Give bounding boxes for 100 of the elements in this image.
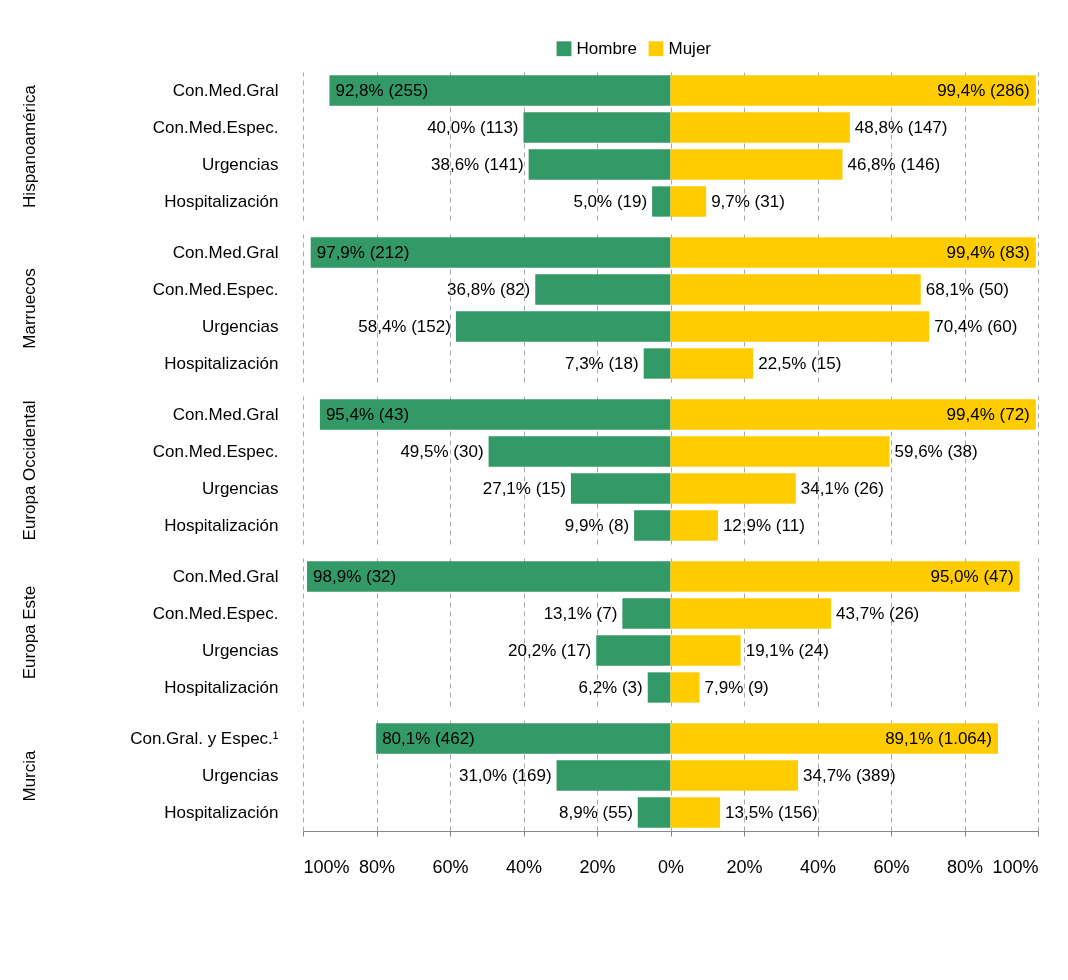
- bar: [670, 348, 754, 379]
- data-label: 38,6% (141): [431, 154, 524, 174]
- y-tick-label: Con.Med.Gral: [172, 80, 279, 100]
- data-label: 22,5% (15): [758, 353, 842, 373]
- bar: [670, 149, 843, 180]
- x-tick-label: 100%: [303, 856, 350, 877]
- bar: [670, 723, 998, 754]
- data-label: 36,8% (82): [447, 279, 531, 299]
- x-tick-label: 80%: [946, 856, 984, 877]
- data-label: 19,1% (24): [745, 640, 829, 660]
- bar: [670, 561, 1020, 592]
- y-tick-label: Urgencias: [201, 154, 279, 174]
- data-label: 70,4% (60): [934, 316, 1018, 336]
- data-label: 13,1% (7): [543, 603, 618, 623]
- data-label: 59,6% (38): [894, 441, 978, 461]
- bar: [329, 75, 671, 106]
- data-label: 27,1% (15): [482, 478, 566, 498]
- bar: [376, 723, 671, 754]
- y-tick-label: Urgencias: [201, 640, 279, 660]
- y-tick-label: Con.Med.Espec.: [152, 441, 279, 461]
- bar: [670, 75, 1036, 106]
- data-label: 9,7% (31): [711, 191, 785, 211]
- y-axis-title: Hispanoamérica: [19, 84, 39, 208]
- data-label: 5,0% (19): [573, 191, 648, 211]
- y-tick-label: Con.Med.Gral: [172, 242, 279, 262]
- data-label: 40,0% (113): [427, 117, 519, 137]
- x-tick-label: 0%: [657, 856, 685, 877]
- data-label: 58,4% (152): [358, 316, 451, 336]
- y-tick-label: Hospitalización: [164, 353, 279, 373]
- bar: [523, 112, 671, 143]
- bar: [643, 348, 671, 379]
- data-label: 12,9% (11): [722, 515, 805, 535]
- bar: [535, 274, 671, 305]
- y-tick-label: Hospitalización: [164, 802, 279, 822]
- data-label: 95,4% (43): [325, 404, 410, 424]
- y-tick-label: Urgencias: [201, 316, 279, 336]
- data-label: 95,0% (47): [930, 566, 1014, 586]
- data-label: 43,7% (26): [836, 603, 920, 623]
- y-axis-title: Europa Occidental: [19, 400, 39, 541]
- bar: [670, 186, 707, 217]
- data-label: 48,8% (147): [854, 117, 948, 137]
- bar: [670, 473, 796, 504]
- data-label: 8,9% (55): [559, 802, 633, 822]
- data-label: 7,9% (9): [704, 677, 769, 697]
- bar: [634, 510, 671, 541]
- data-label: 80,1% (462): [382, 728, 475, 748]
- bar: [670, 797, 721, 828]
- y-axis-title: Europa Este: [19, 585, 39, 680]
- x-tick-label: 60%: [873, 856, 910, 877]
- bar: [670, 510, 718, 541]
- data-label: 6,2% (3): [578, 677, 643, 697]
- data-label: 9,9% (8): [564, 515, 630, 535]
- bar: [670, 635, 741, 666]
- data-label: 31,0% (169): [458, 765, 552, 785]
- legend-label: Hombre: [576, 38, 637, 58]
- data-label: 99,4% (83): [946, 242, 1030, 262]
- bar: [670, 760, 799, 791]
- x-tick-label: 100%: [992, 856, 1039, 877]
- data-label: 97,9% (212): [316, 242, 410, 262]
- y-axis-title: Marruecos: [19, 268, 39, 349]
- y-tick-label: Hospitalización: [164, 515, 279, 535]
- x-tick-label: 20%: [726, 856, 763, 877]
- y-tick-label: Con.Med.Gral: [172, 404, 279, 424]
- bar: [670, 311, 930, 342]
- x-tick-label: 80%: [358, 856, 396, 877]
- x-tick-label: 40%: [799, 856, 837, 877]
- y-tick-label: Con.Gral. y Espec.¹: [130, 728, 279, 748]
- y-axis-title: Murcia: [19, 749, 39, 802]
- data-label: 34,7% (389): [803, 765, 896, 785]
- bar: [488, 436, 671, 467]
- data-label: 98,9% (32): [313, 566, 397, 586]
- data-label: 34,1% (26): [800, 478, 884, 498]
- data-label: 7,3% (18): [564, 353, 639, 373]
- y-tick-label: Hospitalización: [164, 191, 279, 211]
- bar: [647, 672, 671, 703]
- bar: [307, 561, 671, 592]
- y-tick-label: Urgencias: [201, 765, 279, 785]
- legend-label: Mujer: [668, 38, 712, 58]
- y-tick-label: Hospitalización: [164, 677, 279, 697]
- data-label: 68,1% (50): [925, 279, 1009, 299]
- bar: [596, 635, 671, 666]
- data-label: 20,2% (17): [508, 640, 592, 660]
- data-label: 89,1% (1.064): [885, 728, 992, 748]
- bar: [310, 237, 671, 268]
- bar: [528, 149, 671, 180]
- bar: [670, 237, 1036, 268]
- bar: [455, 311, 671, 342]
- y-tick-label: Con.Med.Espec.: [152, 279, 279, 299]
- y-tick-label: Con.Med.Gral: [172, 566, 279, 586]
- x-tick-label: 60%: [432, 856, 469, 877]
- bar: [670, 672, 700, 703]
- x-tick-label: 40%: [505, 856, 543, 877]
- bar: [670, 112, 850, 143]
- bar: [652, 186, 671, 217]
- y-tick-label: Con.Med.Espec.: [152, 117, 279, 137]
- data-label: 99,4% (286): [937, 80, 1030, 100]
- bar: [319, 399, 671, 430]
- y-tick-label: Urgencias: [201, 478, 279, 498]
- bar: [570, 473, 671, 504]
- bar: [670, 436, 890, 467]
